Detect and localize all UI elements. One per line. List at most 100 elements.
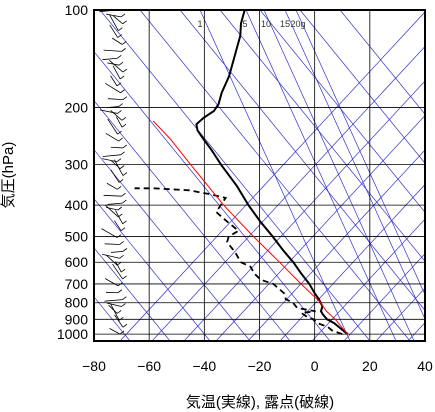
wind-barb xyxy=(102,154,121,157)
guide-isotherm xyxy=(94,149,251,341)
x-tick-label--40: −40 xyxy=(192,358,216,374)
wind-barb xyxy=(111,37,123,45)
x-tick-label--60: −60 xyxy=(137,358,161,374)
wind-barb-tick xyxy=(117,206,123,211)
wind-barb-tick xyxy=(121,303,126,307)
guide-isotherm xyxy=(94,247,171,341)
wind-barb xyxy=(110,110,123,121)
wind-barb xyxy=(101,253,120,259)
wind-barb xyxy=(103,194,122,197)
x-tick-label--20: −20 xyxy=(248,358,272,374)
wind-barb xyxy=(115,261,122,273)
wind-barbs xyxy=(99,10,128,335)
wind-barb xyxy=(104,278,119,287)
guide-isotherm xyxy=(94,100,291,341)
wind-barb-tick xyxy=(122,323,128,328)
wind-barb-tick xyxy=(122,275,127,280)
wind-barb xyxy=(115,116,123,128)
guide-adiabat xyxy=(375,287,425,341)
x-axis-title: 気温(実線), 露点(破線) xyxy=(186,394,334,411)
mixing-ratio-label: 5 xyxy=(242,19,247,29)
y-tick-label-700: 700 xyxy=(65,276,89,292)
guide-isotherm xyxy=(219,10,425,262)
wind-barb xyxy=(102,158,118,163)
guide-adiabat xyxy=(215,115,425,341)
plot-frame xyxy=(93,9,426,342)
wind-barb xyxy=(109,14,119,31)
wind-barb xyxy=(112,65,121,80)
guide-isotherm xyxy=(94,198,211,341)
wind-barb xyxy=(101,228,118,238)
x-tick-label-0: 0 xyxy=(311,358,319,374)
wind-barb-tick xyxy=(120,268,126,273)
wind-barb xyxy=(106,302,122,307)
wind-barb xyxy=(106,106,119,109)
guide-adiabat xyxy=(247,149,425,341)
wind-barb-tick xyxy=(117,34,122,38)
wind-barb xyxy=(110,169,120,183)
wind-barb xyxy=(107,62,120,66)
guide-isotherm xyxy=(299,10,425,164)
wind-barb xyxy=(106,13,122,18)
guide-isotherm xyxy=(94,51,331,341)
y-tick-label-1000: 1000 xyxy=(57,326,88,342)
wind-barb xyxy=(111,250,124,253)
wind-barb xyxy=(105,83,121,94)
wind-barb-tick xyxy=(116,82,122,87)
wind-barb-tick xyxy=(118,213,123,218)
wind-barb xyxy=(106,182,118,190)
y-tick-label-400: 400 xyxy=(65,197,89,213)
wind-barb xyxy=(108,304,118,314)
guide-isotherm xyxy=(339,10,425,115)
wind-barb-tick xyxy=(121,192,126,197)
wind-barb xyxy=(104,204,119,218)
wind-barb-tick xyxy=(117,185,122,190)
wind-barb-tick xyxy=(122,199,127,204)
wind-barb-tick xyxy=(122,220,127,225)
mixing-ratio-label: 15 xyxy=(280,19,290,29)
wind-barb-tick xyxy=(118,137,123,142)
wind-barb xyxy=(104,243,120,245)
wind-barb-tick xyxy=(122,248,128,252)
wind-barb xyxy=(107,98,123,101)
wind-barb xyxy=(107,202,123,205)
wind-barb xyxy=(102,57,118,61)
mixing-ratio-labels: 1 5 10 15 20g xyxy=(197,19,305,29)
wind-barb xyxy=(105,254,118,266)
wind-barb-tick xyxy=(117,130,122,135)
wind-barb-tick xyxy=(122,68,128,73)
wind-barb-tick xyxy=(122,20,127,25)
wind-barb xyxy=(110,75,118,87)
y-tick-label-300: 300 xyxy=(65,157,89,173)
wind-barb xyxy=(114,220,122,231)
guide-mixing-ratio xyxy=(263,10,415,341)
wind-barb-tick xyxy=(118,27,123,32)
wind-barb-tick xyxy=(118,317,124,321)
wind-barb-tick xyxy=(118,103,123,107)
wind-barb-tick xyxy=(116,234,122,238)
wind-barb-tick xyxy=(120,227,126,232)
guide-isotherm xyxy=(99,10,371,341)
guide-mixing-ratio xyxy=(245,10,397,341)
wind-barb-tick xyxy=(117,54,122,59)
guide-adiabat xyxy=(151,45,425,341)
wind-barb-tick xyxy=(117,110,122,114)
wind-barb-tick xyxy=(116,261,122,266)
wind-barb-tick xyxy=(118,179,124,183)
y-tick-label-900: 900 xyxy=(65,311,89,327)
y-tick-label-600: 600 xyxy=(65,254,89,270)
wind-barb xyxy=(107,118,118,135)
guide-adiabat xyxy=(311,218,425,341)
mixing-ratio-label: 10 xyxy=(261,19,271,29)
guide-adiabat xyxy=(279,184,425,341)
guide-mixing-ratio xyxy=(284,10,425,320)
wind-barb-tick xyxy=(120,151,125,156)
wind-barb xyxy=(109,24,119,38)
y-axis-title: 気圧(hPa) xyxy=(0,142,17,209)
series-dewpoint xyxy=(134,187,343,335)
y-tick-label-200: 200 xyxy=(65,100,89,116)
wind-barb xyxy=(114,314,124,328)
wind-barb xyxy=(109,328,121,335)
